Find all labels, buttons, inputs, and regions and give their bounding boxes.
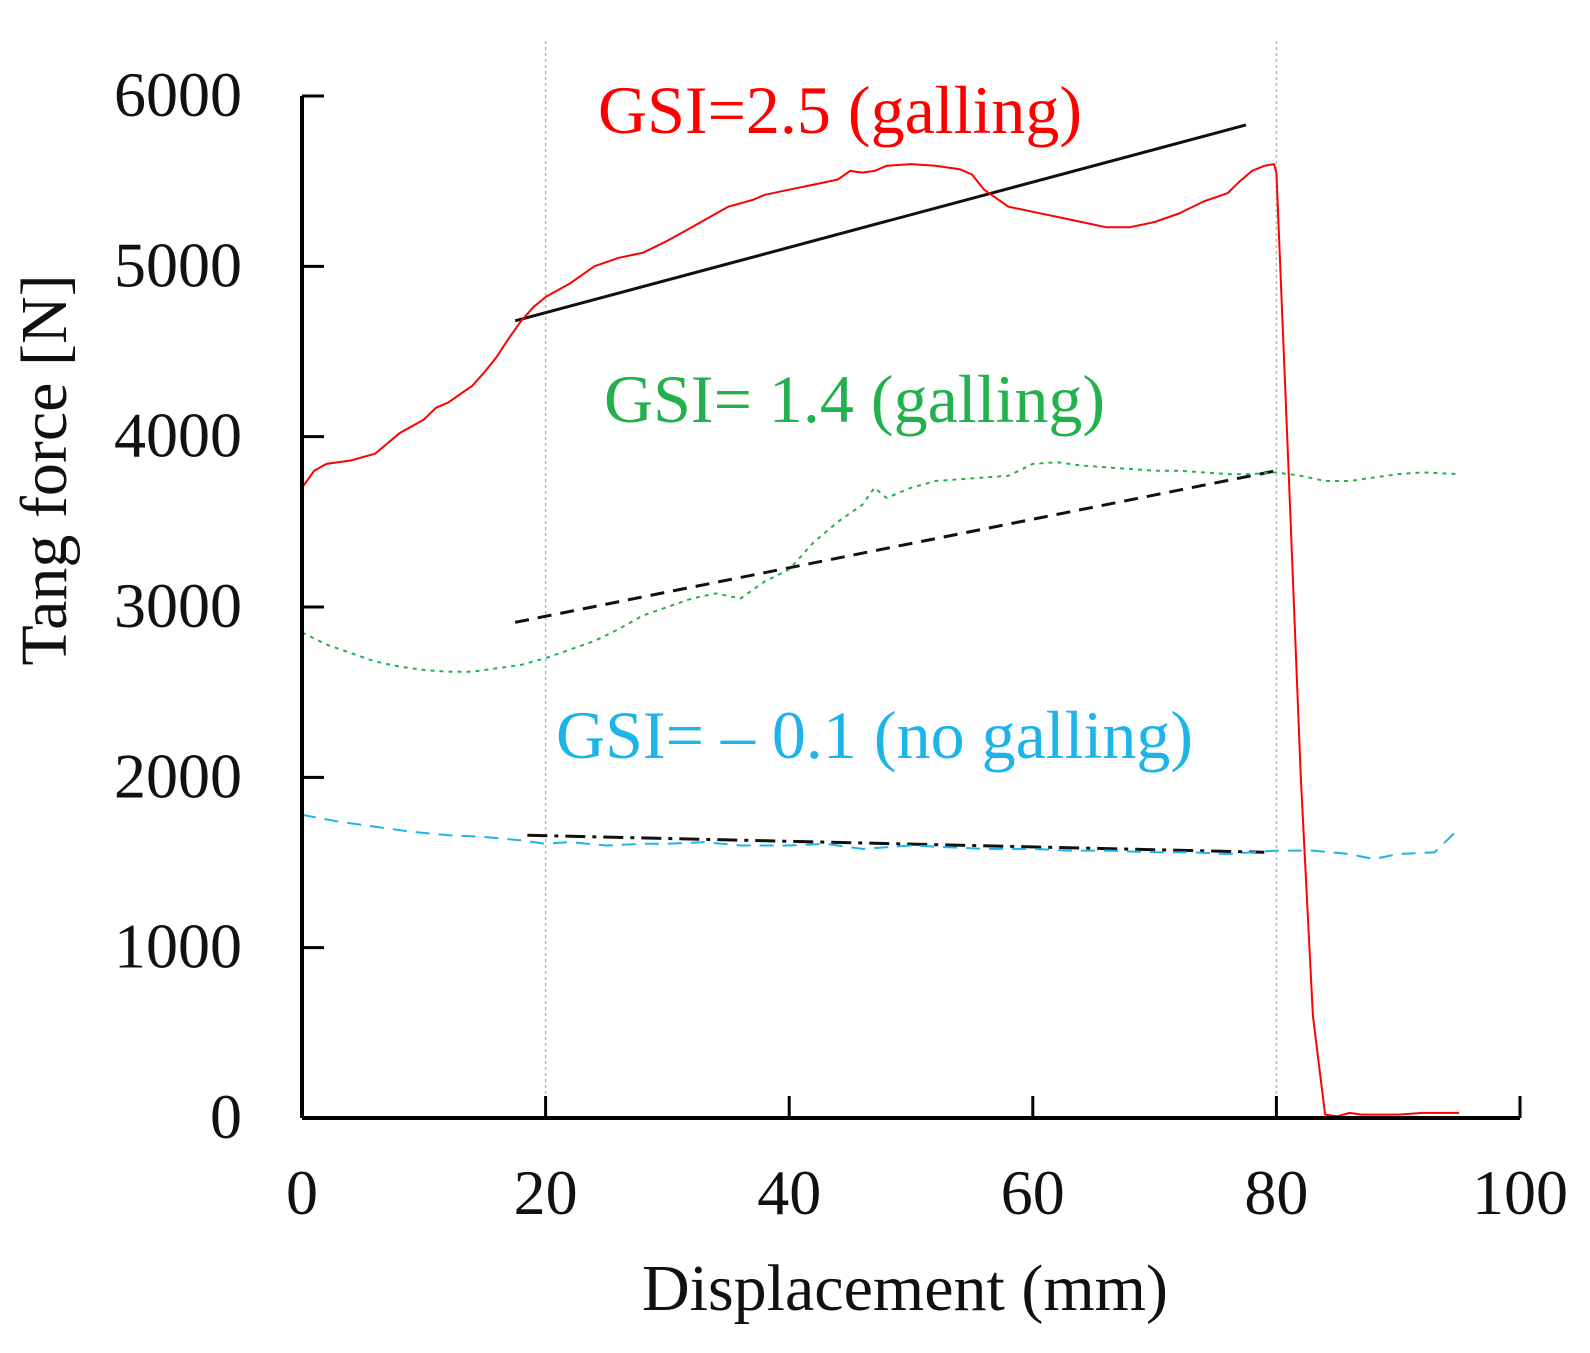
y-tick-label-5: 5000 xyxy=(114,229,242,300)
trend-line-0 xyxy=(514,123,1247,323)
annotation-gsi-minus-0-1: GSI= – 0.1 (no galling) xyxy=(556,697,1193,773)
y-tick-label-6: 6000 xyxy=(114,59,242,130)
series-line-1 xyxy=(301,461,1460,673)
annotation-gsi-1-4: GSI= 1.4 (galling) xyxy=(604,361,1105,437)
trend-line-1 xyxy=(514,469,1277,624)
x-tick-label-1: 20 xyxy=(514,1157,578,1228)
data-series xyxy=(301,163,1460,1118)
reference-lines xyxy=(544,41,1278,1118)
x-axis-title: Displacement (mm) xyxy=(642,1252,1168,1325)
x-tick-label-4: 80 xyxy=(1244,1157,1308,1228)
y-tick-label-2: 2000 xyxy=(114,740,242,811)
trend-line-2 xyxy=(527,833,1265,854)
y-tick-label-3: 3000 xyxy=(114,570,242,641)
x-tick-label-3: 60 xyxy=(1001,1157,1065,1228)
trend-lines xyxy=(514,123,1277,854)
x-tick-label-2: 40 xyxy=(757,1157,821,1228)
y-axis-title: Tang force [N] xyxy=(8,274,81,665)
y-tick-label-1: 1000 xyxy=(114,911,242,982)
series-line-0 xyxy=(301,163,1460,1118)
series-line-2 xyxy=(301,813,1460,861)
y-tick-label-0: 0 xyxy=(210,1081,242,1152)
x-tick-label-0: 0 xyxy=(286,1157,318,1228)
x-tick-label-5: 100 xyxy=(1472,1157,1568,1228)
y-tick-label-4: 4000 xyxy=(114,400,242,471)
annotation-gsi-2-5: GSI=2.5 (galling) xyxy=(598,72,1082,148)
axes xyxy=(300,96,1520,1120)
